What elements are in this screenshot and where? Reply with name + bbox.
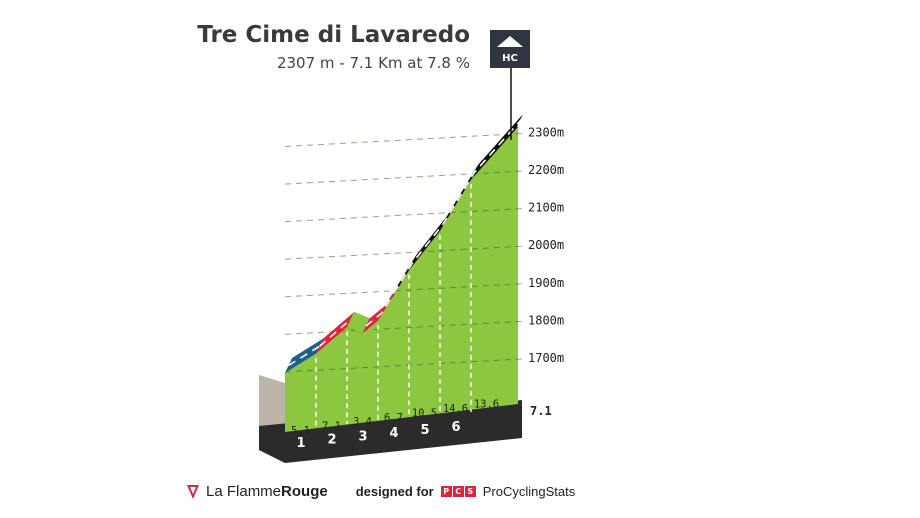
summit-road-cap	[517, 111, 526, 128]
brand-rouge: Rouge	[281, 483, 328, 500]
climb-title: Tre Cime di Lavaredo	[197, 22, 470, 48]
km-gradient-label: 13.6	[474, 399, 499, 411]
x-tick-label: 3	[358, 429, 367, 444]
y-tick-label: 2200m	[528, 163, 564, 177]
procyclingstats-name: ProCyclingStats	[482, 484, 576, 499]
designed-for-label: designed for	[355, 484, 434, 499]
x-tick-label: 1	[296, 436, 305, 451]
road-centerline	[318, 319, 352, 347]
pcs-letter-c: C	[452, 486, 464, 497]
road-centerline	[365, 292, 395, 327]
x-tick-label: 5	[420, 423, 429, 438]
km-gradient-label: 7.1	[322, 421, 341, 433]
km-gradient-label: 6.7	[384, 412, 403, 424]
brand-la-flamme: La Flamme	[206, 483, 282, 500]
climb-subtitle: 2307 m - 7.1 Km at 7.8 %	[276, 54, 470, 72]
mountain-icon	[497, 36, 523, 47]
grid-line	[284, 133, 523, 147]
total-distance-label: 7.1	[530, 404, 552, 418]
pcs-letter-p: P	[440, 486, 452, 497]
summit-category-badge: HC	[502, 53, 518, 64]
y-tick-label: 2000m	[528, 238, 564, 252]
profile-ground-area	[285, 126, 518, 433]
y-tick-label: 1800m	[528, 313, 564, 327]
x-tick-label: 6	[451, 420, 460, 435]
x-tick-label: 4	[389, 426, 398, 441]
y-tick-label: 2100m	[528, 201, 564, 215]
km-gradient-label: 3.4	[353, 416, 372, 428]
la-flamme-rouge-logo-icon	[187, 484, 199, 499]
profile-base-band	[259, 400, 522, 463]
y-tick-label: 1700m	[528, 351, 564, 365]
road-centerline	[288, 345, 320, 367]
y-tick-label: 1900m	[528, 276, 564, 290]
km-gradient-label: 5.1	[291, 425, 310, 437]
y-tick-label: 2300m	[528, 126, 564, 140]
km-gradient-label: 14.6	[443, 403, 468, 415]
x-tick-label: 2	[327, 433, 336, 448]
pcs-letter-s: S	[464, 486, 476, 497]
km-gradient-label: 10.5	[412, 407, 437, 419]
road-centerline	[393, 118, 523, 294]
